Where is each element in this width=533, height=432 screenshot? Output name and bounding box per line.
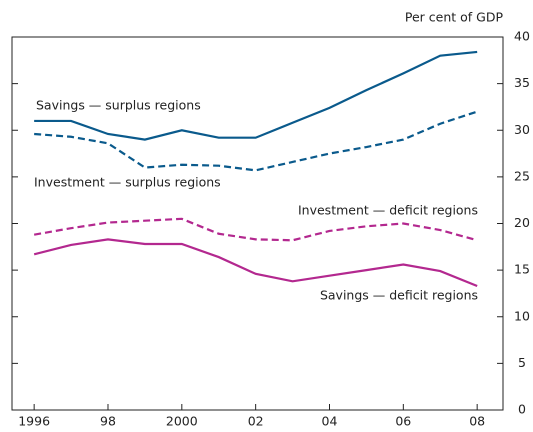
series-line — [33, 217, 478, 242]
y-tick-label: 40 — [514, 29, 530, 44]
x-tick-label: 1996 — [18, 414, 50, 429]
x-tick-label: 02 — [248, 414, 264, 429]
y-tick-label: 35 — [514, 75, 530, 90]
series-label: Savings — deficit regions — [320, 288, 478, 303]
y-tick-label: 25 — [514, 168, 530, 183]
y-tick-label: 5 — [518, 355, 526, 370]
series-label: Investment — surplus regions — [34, 175, 221, 190]
y-tick-label: 10 — [514, 308, 530, 323]
y-tick-label: 20 — [514, 215, 530, 230]
series-label: Savings — surplus regions — [36, 98, 201, 113]
series-label: Investment — deficit regions — [298, 203, 478, 218]
y-axis-label: Per cent of GDP — [405, 10, 504, 25]
x-tick-label: 2000 — [166, 414, 198, 429]
x-tick-label: 04 — [322, 414, 338, 429]
x-tick-label: 06 — [395, 414, 411, 429]
series-line — [34, 110, 478, 172]
series-line — [34, 50, 478, 141]
plot-frame — [11, 36, 504, 411]
y-tick-label: 30 — [514, 122, 530, 137]
y-tick-label: 0 — [518, 402, 526, 417]
x-tick-label: 08 — [469, 414, 485, 429]
y-tick-label: 15 — [514, 262, 530, 277]
x-tick-label: 98 — [100, 414, 116, 429]
series-line — [33, 238, 478, 287]
